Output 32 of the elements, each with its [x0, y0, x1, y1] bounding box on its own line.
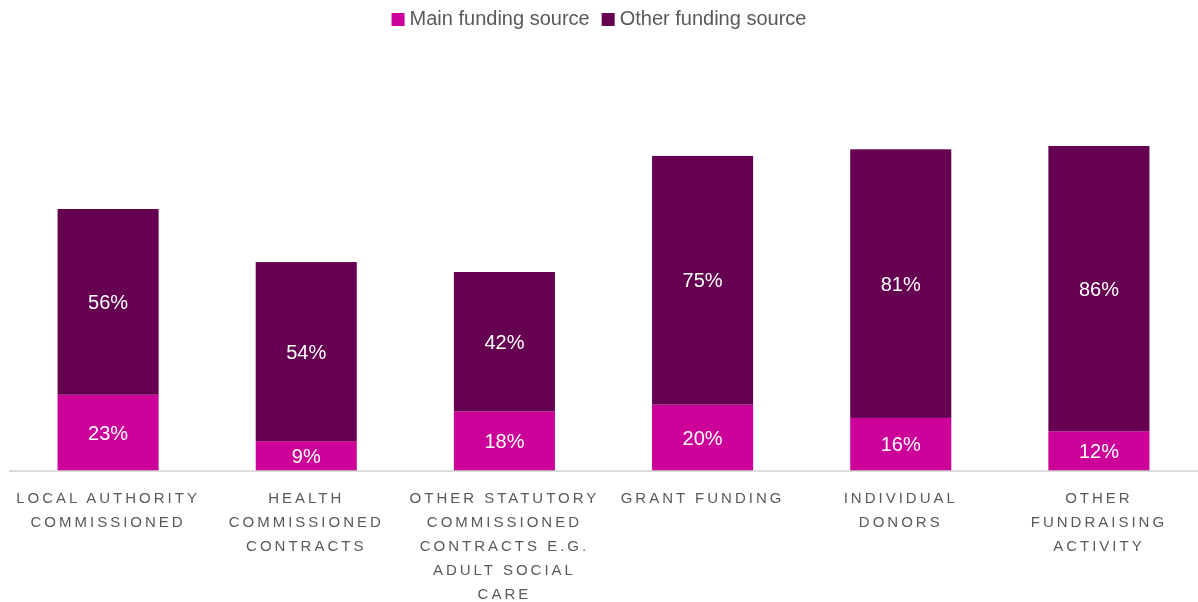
data-label: 42% — [484, 330, 525, 353]
data-label: 75% — [682, 269, 723, 292]
data-label: 16% — [880, 433, 921, 456]
legend-label: Other funding source — [619, 7, 807, 29]
bar — [453, 272, 555, 412]
x-tick-label: OTHER FUNDRAISING ACTIVITY — [1030, 489, 1168, 554]
data-label: 56% — [88, 290, 129, 313]
legend-label: Main funding source — [409, 7, 590, 29]
bar — [850, 417, 952, 471]
x-tick-label: OTHER STATUTORY COMMISSIONED CONTRACTS E.G. ADULT SOCIAL CARE — [409, 489, 600, 602]
bar — [652, 155, 754, 405]
bar — [652, 404, 754, 471]
x-tick-label: HEALTH COMMISSIONED CONTRACTS — [228, 489, 384, 554]
data-label: 12% — [1078, 440, 1120, 463]
x-tick-label: GRANT FUNDING — [620, 489, 785, 506]
bar — [850, 149, 952, 418]
bar — [57, 394, 159, 471]
data-label: 20% — [682, 426, 723, 449]
bar — [255, 441, 357, 471]
bar — [255, 262, 357, 442]
data-label: 9% — [291, 445, 321, 468]
data-label: 18% — [484, 430, 525, 453]
bar — [57, 209, 159, 395]
x-tick-label: LOCAL AUTHORITY COMMISSIONED — [16, 489, 200, 530]
data-label: 86% — [1078, 277, 1120, 300]
bar — [1048, 431, 1150, 471]
bar — [1048, 146, 1150, 432]
bar — [453, 411, 555, 471]
x-tick-label: INDIVIDUAL DONORS — [843, 489, 958, 530]
data-label: 81% — [880, 272, 921, 295]
data-label: 54% — [286, 340, 327, 363]
data-label: 23% — [88, 421, 129, 444]
